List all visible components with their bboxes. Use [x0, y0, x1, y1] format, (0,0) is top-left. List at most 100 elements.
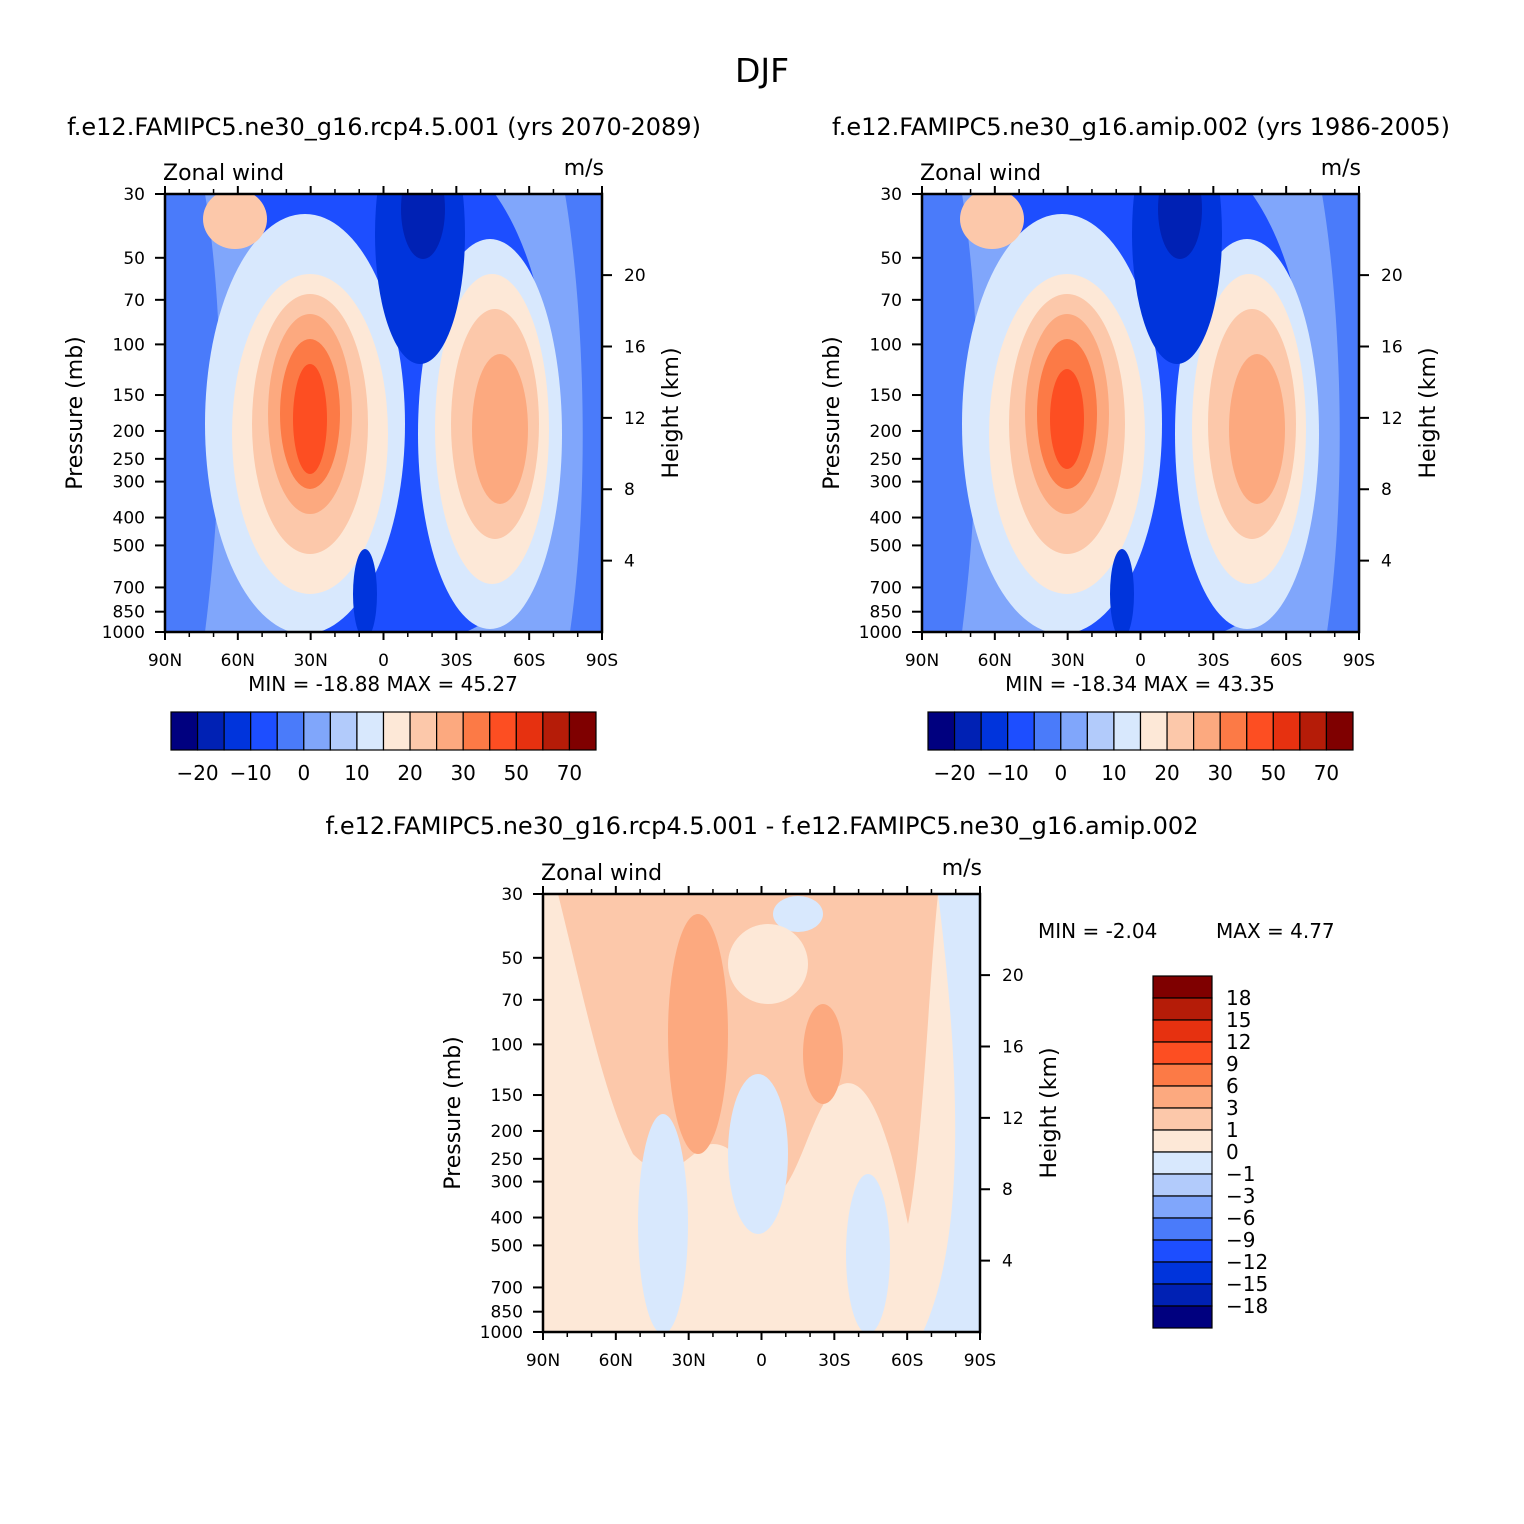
- fill-sh-jet-4: [1229, 354, 1285, 504]
- colorbar-label: −1: [1226, 1162, 1255, 1186]
- colorbar-box: [568, 711, 597, 751]
- colorbar-box: [1272, 711, 1301, 751]
- colorbar-label: −12: [1226, 1250, 1268, 1274]
- panel-3-variable-label: Zonal wind: [541, 861, 662, 886]
- x-tick-label: 30N: [293, 651, 327, 671]
- fill-sh-edge: [565, 194, 602, 632]
- y2-tick-label: 20: [624, 266, 646, 286]
- panel-1-stats: MIN = -18.88 MAX = 45.27: [248, 672, 518, 696]
- figure-title: DJF: [735, 51, 789, 90]
- fill-easterly-1: [375, 194, 465, 364]
- panel-1-axes: 90N 60N 30N 0 30S 60S 90S 30 50 70 100 150 200 250 300…: [102, 185, 646, 671]
- y2-tick-label: 8: [624, 480, 635, 500]
- y-tick-label: 250: [491, 1150, 523, 1170]
- colorbar-box: [1060, 711, 1088, 751]
- colorbar-box: [1219, 711, 1248, 751]
- y-tick-label: 300: [491, 1173, 523, 1193]
- panel-2-field: [922, 194, 1359, 632]
- panel-2-variable-label: Zonal wind: [920, 161, 1041, 186]
- fill-sh-jet-4: [472, 354, 528, 504]
- x-tick-label: 90S: [586, 651, 618, 671]
- colorbar-box: [1152, 1107, 1213, 1131]
- fill-lower-easterly: [353, 549, 377, 632]
- y2-tick-label: 12: [1381, 409, 1403, 429]
- colorbar-label: 0: [1054, 761, 1067, 785]
- panel-1-colorbar: −20 −10 0 10 20 30 50 70: [170, 711, 597, 785]
- y-tick-label: 50: [880, 249, 902, 269]
- panel-2-axes: 90N 60N 30N 0 30S 60S 90S 30 50 70 100 150 200 250 300…: [859, 185, 1403, 671]
- colorbar-box: [980, 711, 1009, 751]
- y-tick-label: 50: [501, 949, 523, 969]
- colorbar-box: [409, 711, 438, 751]
- y-tick-label: 200: [491, 1122, 523, 1142]
- panel-3-y-label: Pressure (mb): [441, 1036, 466, 1190]
- colorbar-box: [1152, 997, 1213, 1021]
- panel-3-case-title: f.e12.FAMIPC5.ne30_g16.rcp4.5.001 - f.e1…: [326, 812, 1199, 840]
- colorbar-label: −10: [987, 761, 1029, 785]
- y2-tick-label: 12: [1002, 1109, 1024, 1129]
- panel-3-axes: 90N 60N 30N 0 30S 60S 90S 30 50 70 100 150 200 250 300…: [480, 885, 1024, 1371]
- y2-tick-label: 12: [624, 409, 646, 429]
- colorbar-box: [1325, 711, 1354, 751]
- y-tick-label: 1000: [102, 623, 145, 643]
- x-tick-label: 90S: [1343, 651, 1375, 671]
- panel-1-units-label: m/s: [564, 156, 604, 181]
- colorbar-box: [223, 711, 252, 751]
- x-tick-label: 90N: [905, 651, 939, 671]
- colorbar-label: −20: [933, 761, 975, 785]
- colorbar-label: 15: [1226, 1008, 1251, 1032]
- x-tick-label: 60S: [891, 1351, 923, 1371]
- colorbar-box: [953, 711, 982, 751]
- colorbar-label: −3: [1226, 1184, 1255, 1208]
- colorbar-label: 70: [1314, 761, 1339, 785]
- x-tick-label: 90N: [526, 1351, 560, 1371]
- colorbar-box: [927, 711, 956, 751]
- y-tick-label: 300: [870, 473, 902, 493]
- fill-nh-jet-core: [1050, 369, 1084, 469]
- x-tick-label: 90N: [148, 651, 182, 671]
- fill-nh-strat: [960, 194, 1024, 249]
- panel-2-y-label: Pressure (mb): [820, 336, 845, 490]
- y2-tick-label: 20: [1002, 966, 1024, 986]
- y-tick-label: 250: [113, 450, 145, 470]
- colorbar-box: [1152, 1305, 1213, 1329]
- colorbar-box: [515, 711, 544, 751]
- panel-1-plot: 90N 60N 30N 0 30S 60S 90S 30 50 70 100 150 200 250 300…: [102, 185, 646, 671]
- colorbar-box: [436, 711, 464, 751]
- y-tick-label: 500: [491, 1236, 523, 1256]
- panel-1-field: [165, 194, 602, 632]
- panel-1-case-title: f.e12.FAMIPC5.ne30_g16.rcp4.5.001 (yrs 2…: [67, 113, 701, 141]
- y-tick-label: 500: [870, 536, 902, 556]
- panel-2-stats: MIN = -18.34 MAX = 43.35: [1005, 672, 1275, 696]
- colorbar-box: [382, 711, 411, 751]
- fill-nh-jet-core: [293, 364, 327, 474]
- panel-3-field: [543, 894, 980, 1332]
- colorbar-box: [1152, 1041, 1213, 1065]
- x-tick-label: 60S: [513, 651, 545, 671]
- y-tick-label: 850: [870, 603, 902, 623]
- panel-2-units-label: m/s: [1321, 156, 1361, 181]
- colorbar-label: −10: [230, 761, 272, 785]
- panel-3-units-label: m/s: [942, 856, 982, 881]
- colorbar-label: −18: [1226, 1294, 1268, 1318]
- contour-fills: [543, 894, 980, 1332]
- colorbar-label: 0: [1226, 1140, 1239, 1164]
- fill-nh-strat: [203, 194, 267, 249]
- x-tick-label: 0: [1135, 651, 1146, 671]
- panel-1-y-label: Pressure (mb): [63, 336, 88, 490]
- colorbar-label: 70: [557, 761, 582, 785]
- y2-tick-label: 4: [1002, 1252, 1013, 1272]
- colorbar-box: [1152, 975, 1213, 999]
- fill-sh-max: [803, 1004, 843, 1104]
- y-tick-label: 300: [113, 473, 145, 493]
- x-tick-label: 60N: [599, 1351, 633, 1371]
- colorbar-box: [1152, 1195, 1213, 1219]
- fill-easterly-core: [1158, 194, 1202, 259]
- y-tick-label: 700: [870, 578, 902, 598]
- colorbar-label: −20: [176, 761, 218, 785]
- colorbar-label: 50: [1261, 761, 1286, 785]
- y2-tick-label: 16: [1381, 337, 1403, 357]
- colorbar-label: −9: [1226, 1228, 1255, 1252]
- fill-easterly-core: [401, 194, 445, 259]
